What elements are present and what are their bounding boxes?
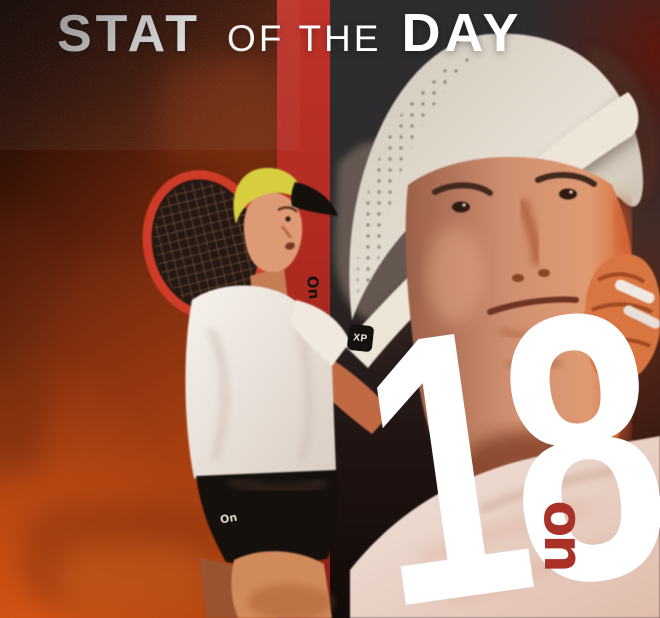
eye-right xyxy=(559,188,577,200)
stat-number: 18 xyxy=(340,228,660,618)
eye-glint xyxy=(462,203,466,207)
eye-left xyxy=(452,201,470,213)
headline-word-the: THE xyxy=(298,18,382,59)
eye-glint xyxy=(569,190,573,194)
on-brand-logo: on xyxy=(531,500,595,570)
headline-word-day: DAY xyxy=(401,3,523,63)
shirt-on-logo: On xyxy=(303,274,324,301)
shorts-on-logo: On xyxy=(219,510,239,527)
headline-word-of: OF xyxy=(227,18,285,59)
player-eye xyxy=(285,216,291,222)
headline-word-stat: STAT xyxy=(57,5,202,63)
headline: STAT OF THE DAY xyxy=(57,6,523,60)
